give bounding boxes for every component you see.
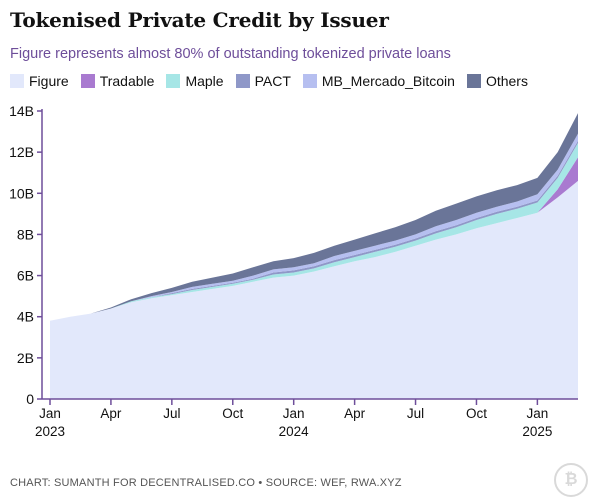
- x-tick-label: Jul: [407, 406, 424, 421]
- legend-swatch-tradable: [80, 74, 95, 88]
- legend-label-maple: Maple: [185, 73, 224, 89]
- legend-label-mb-mercado-bitcoin: MB_Mercado_Bitcoin: [321, 73, 455, 89]
- x-tick-label: Jan: [283, 406, 305, 421]
- y-tick-label: 0: [26, 391, 34, 407]
- y-tick-label: 12B: [9, 144, 34, 160]
- y-tick-label: 4B: [17, 309, 34, 325]
- area-layers: [50, 113, 578, 399]
- legend-label-pact: PACT: [254, 73, 291, 89]
- x-tick-label: Apr: [344, 406, 366, 421]
- legend-label-tradable: Tradable: [99, 73, 155, 89]
- legend-item-figure[interactable]: Figure: [10, 73, 69, 89]
- legend-swatch-figure: [10, 74, 24, 88]
- y-axis-ticks: 0 2B 4B 6B 8B 10B 12B 14B: [9, 103, 42, 407]
- chart-title: Tokenised Private Credit by Issuer: [10, 8, 389, 32]
- legend-item-others[interactable]: Others: [466, 73, 528, 89]
- legend-swatch-others: [466, 74, 481, 88]
- legend-item-maple[interactable]: Maple: [166, 73, 224, 89]
- x-tick-year-label: 2025: [522, 424, 552, 439]
- y-tick-label: 14B: [9, 103, 34, 119]
- x-tick-label: Oct: [466, 406, 487, 421]
- legend-swatch-maple: [166, 74, 181, 88]
- y-tick-label: 10B: [9, 185, 34, 201]
- x-axis-ticks: Jan 2023 Apr Jul Oct Jan 2024 Apr Jul Oct Jan 2025: [35, 399, 552, 439]
- legend-label-figure: Figure: [29, 73, 69, 89]
- x-tick-label: Jul: [163, 406, 180, 421]
- y-tick-label: 6B: [17, 268, 34, 284]
- x-tick-label: Apr: [100, 406, 122, 421]
- x-tick-label: Jan: [526, 406, 548, 421]
- legend-label-others: Others: [485, 73, 528, 89]
- legend-item-tradable[interactable]: Tradable: [80, 73, 155, 89]
- legend-item-mb-mercado-bitcoin[interactable]: MB_Mercado_Bitcoin: [302, 73, 455, 89]
- chart-legend: Figure Tradable Maple PACT MB_Mercado_Bi…: [10, 73, 528, 89]
- chart-source-footer: CHART: SUMANTH FOR DECENTRALISED.CO • SO…: [10, 477, 402, 489]
- x-tick-label: Oct: [222, 406, 243, 421]
- x-tick-year-label: 2024: [279, 424, 310, 439]
- y-tick-label: 2B: [17, 350, 34, 366]
- x-tick-label: Jan: [39, 406, 61, 421]
- bitcoin-coin-icon: ₿: [554, 463, 588, 497]
- legend-item-pact[interactable]: PACT: [235, 73, 291, 89]
- x-tick-year-label: 2023: [35, 424, 65, 439]
- legend-swatch-pact: [235, 74, 250, 88]
- watermark: ₿: [554, 463, 588, 497]
- area-figure: [50, 180, 578, 399]
- legend-swatch-mb-mercado-bitcoin: [302, 74, 317, 88]
- chart-subtitle: Figure represents almost 80% of outstand…: [10, 46, 451, 62]
- y-tick-label: 8B: [17, 226, 34, 242]
